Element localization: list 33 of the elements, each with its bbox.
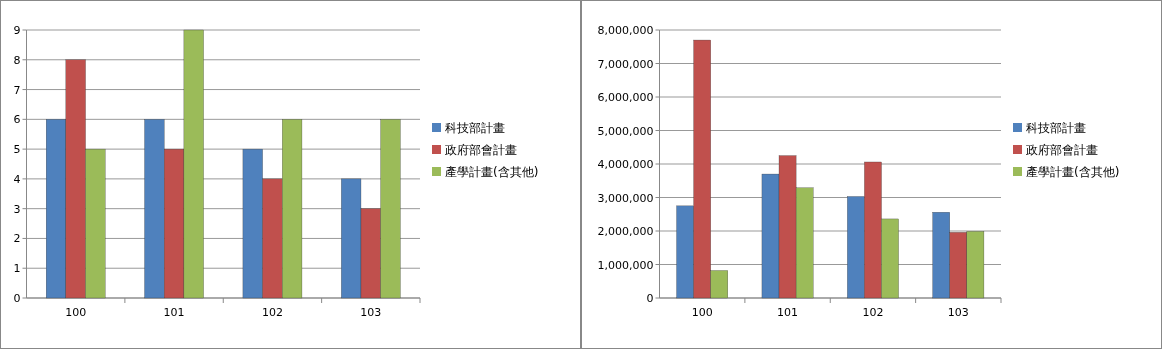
legend-label: 政府部會計畫 [445, 143, 517, 157]
y-tick-label: 3 [13, 202, 21, 216]
x-tick-label: 100 [691, 306, 713, 319]
x-tick-label: 100 [65, 306, 87, 319]
y-tick-label: 8,000,000 [597, 24, 654, 37]
legend-label: 產學計畫(含其他) [1026, 165, 1120, 179]
y-tick-label: 4,000,000 [597, 158, 654, 171]
y-tick-label: 9 [13, 24, 21, 37]
legend-label: 產學計畫(含其他) [445, 165, 539, 179]
y-tick-label: 8 [13, 53, 21, 67]
y-tick-label: 7,000,000 [597, 57, 654, 71]
y-tick-label: 4 [13, 172, 21, 186]
legend-label: 科技部計畫 [1026, 121, 1086, 135]
x-tick-label: 103 [360, 306, 382, 319]
x-tick-label: 101 [163, 306, 185, 319]
x-tick-label: 103 [947, 306, 969, 319]
y-tick-label: 5,000,000 [597, 124, 654, 138]
y-tick-label: 1,000,000 [597, 258, 654, 272]
y-tick-label: 0 [646, 292, 654, 305]
x-tick-label: 102 [862, 306, 884, 319]
y-tick-label: 6,000,000 [597, 91, 654, 104]
y-tick-label: 0 [13, 292, 21, 305]
y-tick-label: 3,000,000 [597, 191, 654, 205]
legend-label: 政府部會計畫 [1026, 143, 1098, 157]
y-tick-label: 6 [13, 113, 21, 127]
y-tick-label: 7 [13, 83, 21, 97]
y-tick-label: 2,000,000 [597, 225, 654, 238]
y-tick-label: 1 [13, 262, 21, 276]
x-tick-label: 101 [777, 306, 799, 319]
legend-label: 科技部計畫 [445, 121, 505, 135]
y-tick-label: 5 [13, 143, 21, 157]
y-tick-label: 2 [13, 232, 21, 246]
x-tick-label: 102 [261, 306, 283, 319]
